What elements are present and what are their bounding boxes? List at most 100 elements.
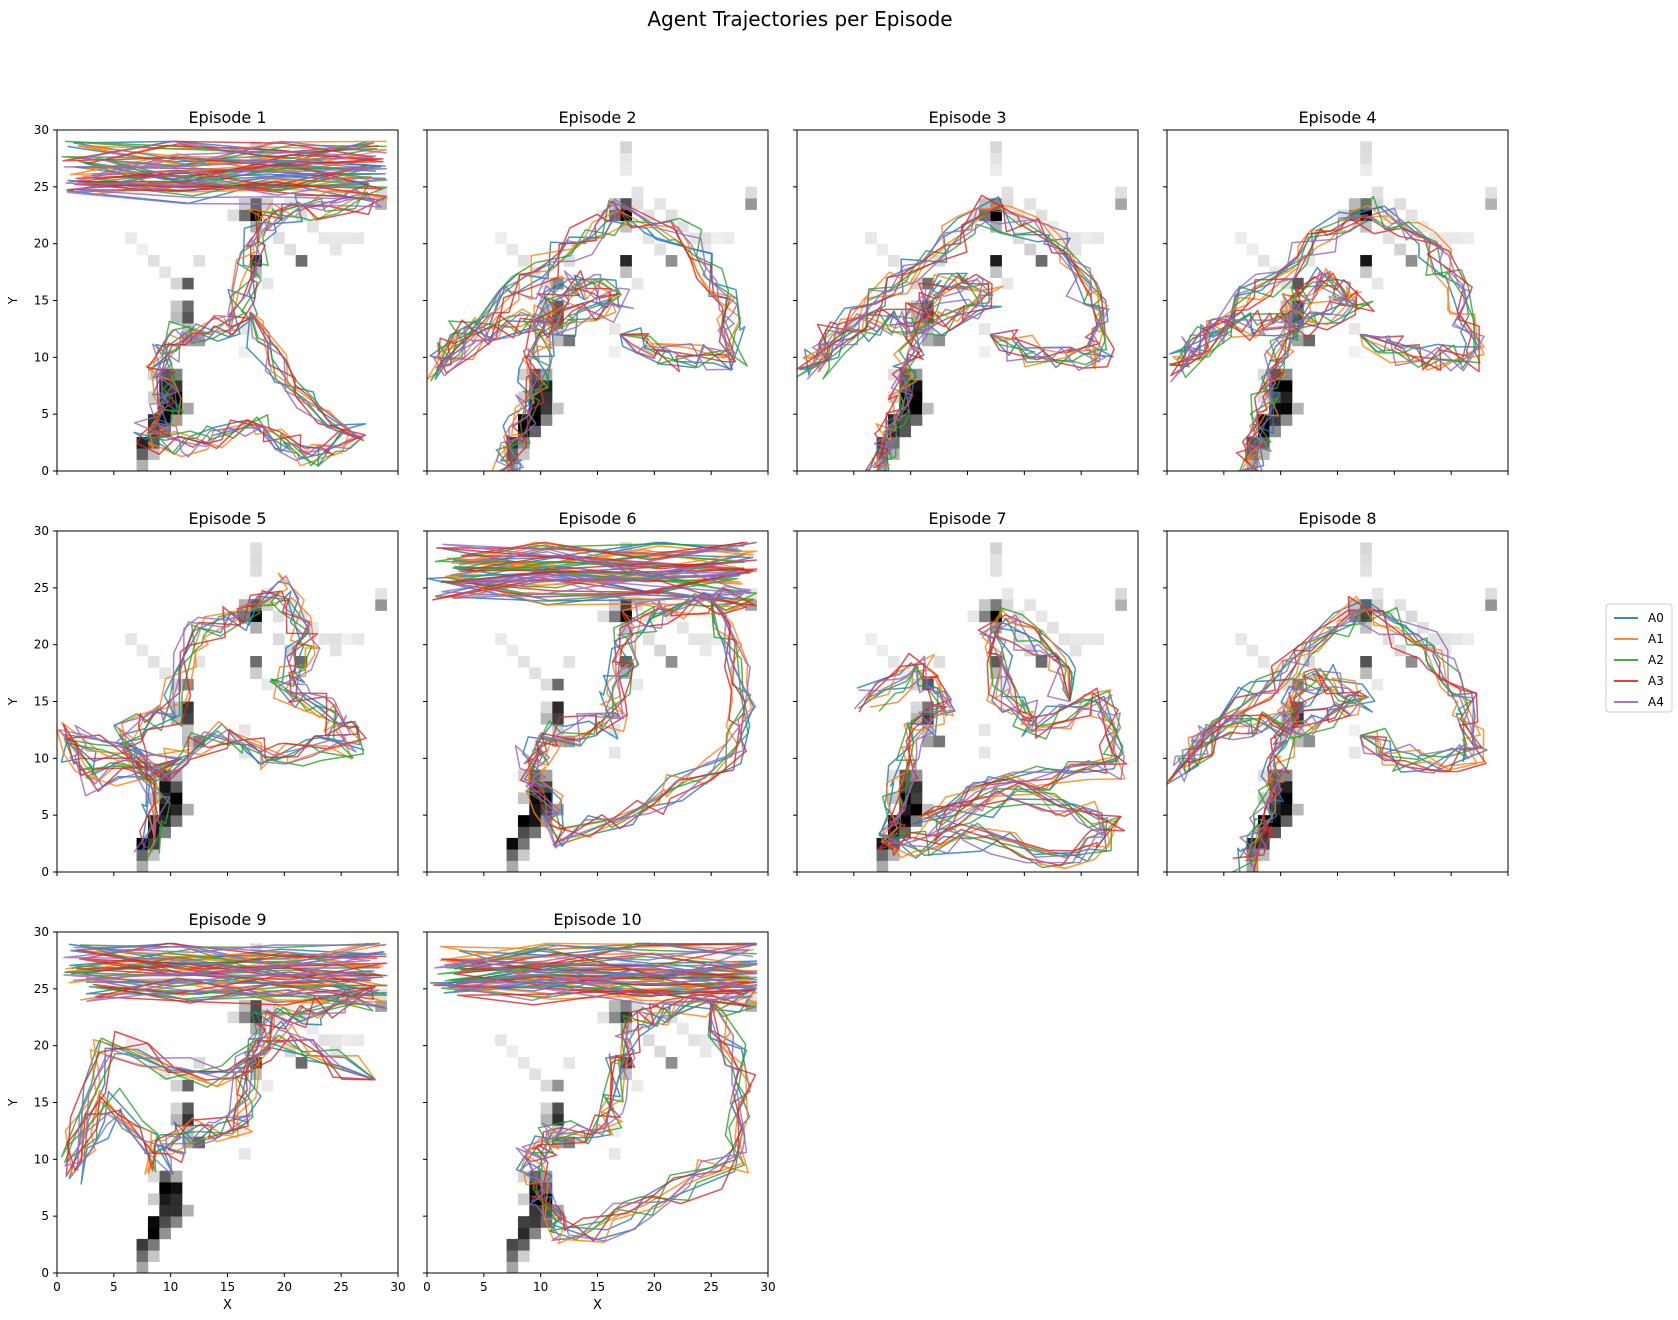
- trajectory-a4: [1170, 207, 1485, 471]
- heatmap-cell: [517, 849, 530, 861]
- subplot-title: Episode 8: [1298, 509, 1376, 528]
- trajectory-a2: [865, 606, 1122, 857]
- heatmap-cell: [1292, 402, 1304, 415]
- heatmap-cell: [967, 610, 980, 623]
- heatmap-cell: [517, 1238, 530, 1251]
- heatmap-cell: [182, 701, 194, 714]
- trajectory-a3: [73, 143, 388, 457]
- heatmap-cell: [910, 402, 923, 415]
- heatmap-cell: [990, 656, 1002, 668]
- heatmap-cell: [1001, 678, 1014, 691]
- heatmap-cell: [608, 323, 621, 335]
- heatmap-cell: [1001, 186, 1014, 199]
- trajectory-a1: [436, 541, 758, 831]
- heatmap-cell: [307, 1022, 319, 1035]
- heatmap-cell: [375, 186, 387, 199]
- heatmap-cell: [1360, 621, 1372, 634]
- heatmap-cell: [620, 255, 632, 267]
- subplot-episode-2: Episode 2: [423, 108, 769, 475]
- heatmap-cell: [990, 542, 1002, 555]
- heatmap-cell: [136, 1261, 149, 1273]
- heatmap-cell: [1115, 587, 1127, 600]
- heatmap-cell: [699, 232, 712, 244]
- heatmap-cell: [540, 1079, 553, 1092]
- heatmap-cell: [136, 459, 149, 471]
- heatmap-cell: [1371, 186, 1384, 199]
- heatmap-cell: [1405, 209, 1418, 222]
- heatmap-cell: [552, 334, 564, 347]
- heatmap-cell: [1069, 633, 1082, 645]
- heatmap-cell: [540, 712, 553, 725]
- heatmap-cell: [1303, 656, 1316, 668]
- heatmap-cell: [295, 255, 308, 267]
- heatmap-cell: [1292, 701, 1304, 714]
- heatmap-cell: [1360, 565, 1372, 577]
- y-tick-label: 0: [41, 865, 49, 879]
- heatmap-cell: [329, 243, 342, 256]
- heatmap-cell: [136, 448, 149, 460]
- trajectories: [427, 198, 748, 471]
- heatmap-cell: [540, 414, 553, 426]
- trajectory-a4: [1180, 214, 1481, 470]
- trajectory-a3: [433, 943, 758, 1232]
- heatmap-cell: [250, 542, 262, 555]
- y-axis-label: Y: [6, 1098, 20, 1107]
- heatmap-cell: [978, 323, 991, 335]
- heatmap-cell: [227, 1011, 240, 1024]
- heatmap-cell: [1348, 610, 1361, 623]
- heatmap-cell: [654, 1045, 666, 1058]
- heatmap-cell: [608, 746, 621, 759]
- heatmap-cell: [631, 599, 644, 611]
- heatmap-cell: [136, 644, 149, 657]
- heatmap-cell: [159, 1216, 171, 1228]
- trajectories: [57, 572, 367, 862]
- heatmap-cell: [1417, 220, 1429, 233]
- x-tick-label: 30: [760, 1280, 775, 1294]
- heatmap-cell: [933, 656, 946, 668]
- heatmap-cell: [665, 1057, 678, 1069]
- heatmap-cell: [272, 633, 285, 645]
- heatmap-cell: [1348, 746, 1361, 759]
- trajectory-a3: [437, 200, 737, 471]
- x-tick-label: 25: [704, 1280, 719, 1294]
- heatmap-cell: [159, 826, 171, 839]
- heatmap-cell: [250, 656, 262, 668]
- heatmap-cell: [899, 667, 911, 680]
- heatmap-cell: [631, 186, 644, 199]
- heatmap-cell: [978, 746, 991, 759]
- heatmap-cell: [1001, 198, 1014, 210]
- heatmap-cell: [352, 633, 365, 645]
- heatmap-cell: [1115, 599, 1127, 611]
- heatmap-cell: [620, 542, 632, 555]
- trajectory-a4: [1177, 609, 1475, 858]
- subplot-title: Episode 9: [188, 910, 266, 929]
- heatmap-cell: [990, 599, 1002, 611]
- heatmap-cell: [147, 391, 160, 404]
- heatmap-cell: [341, 1034, 353, 1046]
- heatmap-cell: [352, 232, 365, 244]
- heatmap-cell: [1269, 380, 1281, 392]
- x-tick-label: 10: [163, 1280, 178, 1294]
- heatmap-cell: [170, 792, 183, 805]
- heatmap-cell: [341, 232, 353, 244]
- heatmap-cell: [910, 678, 923, 691]
- heatmap-cell: [1360, 141, 1372, 154]
- heatmap-cell: [1081, 232, 1093, 244]
- y-tick-label: 10: [34, 751, 49, 765]
- heatmap-cell: [506, 1250, 519, 1262]
- subplot-title: Episode 3: [928, 108, 1006, 127]
- heatmap-cell: [159, 425, 171, 438]
- y-tick-label: 20: [34, 237, 49, 251]
- trajectory-a1: [803, 204, 1108, 471]
- legend-label-a3: A3: [1648, 674, 1664, 688]
- heatmap-cell: [552, 712, 564, 725]
- heatmap-cell: [529, 803, 541, 816]
- heatmap-cell: [529, 368, 541, 381]
- heatmap-cell: [1280, 792, 1293, 805]
- y-axis-label: Y: [6, 296, 20, 305]
- heatmap-cell: [529, 414, 541, 426]
- heatmap-cell: [318, 1034, 331, 1046]
- legend-label-a4: A4: [1648, 695, 1664, 709]
- heatmap-cell: [1292, 724, 1304, 736]
- trajectory-a3: [869, 614, 1128, 867]
